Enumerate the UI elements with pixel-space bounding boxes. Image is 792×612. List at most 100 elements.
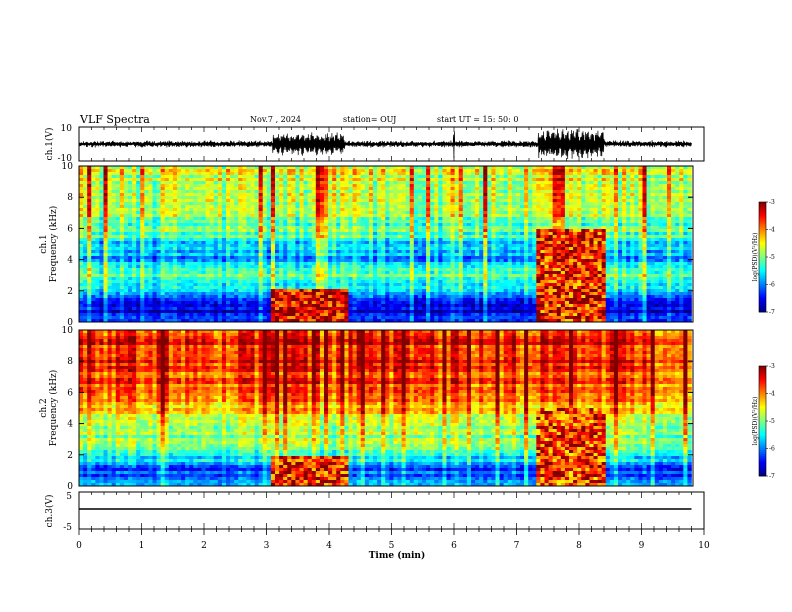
spectrogram-cell xyxy=(99,226,104,230)
spectrogram-cell xyxy=(360,253,366,257)
spectrogram-cell xyxy=(168,226,174,230)
spectrogram-cell xyxy=(234,289,239,293)
spectrogram-cell xyxy=(221,178,227,182)
spectrogram-cell xyxy=(160,241,166,245)
spectrogram-cell xyxy=(438,220,443,224)
spectrogram-cell xyxy=(132,307,137,311)
spectrogram-cell xyxy=(164,283,170,287)
spectrogram-cell xyxy=(83,271,88,275)
spectrogram-cell xyxy=(446,193,451,197)
spectrogram-cell xyxy=(442,214,447,218)
spectrogram-cell xyxy=(148,187,153,191)
spectrogram-cell xyxy=(132,259,137,263)
spectrogram-cell xyxy=(152,214,157,218)
spectrogram-cell xyxy=(152,196,157,200)
spectrogram-cell xyxy=(177,256,182,260)
spectrogram-cell xyxy=(311,274,317,278)
spectrogram-cell xyxy=(144,289,149,293)
spectrogram-cell xyxy=(209,217,215,221)
spectrogram-cell xyxy=(213,187,219,191)
spectrogram-cell xyxy=(177,217,182,221)
spectrogram-cell xyxy=(454,214,460,218)
spectrogram-cell xyxy=(307,202,313,206)
spectrogram-cell xyxy=(446,313,451,317)
spectrogram-cell xyxy=(250,289,255,293)
spectrogram-cell xyxy=(373,226,378,230)
spectrogram-cell xyxy=(132,250,137,254)
spectrogram-cell xyxy=(283,199,288,203)
spectrogram-cell xyxy=(385,244,390,248)
spectrogram-cell xyxy=(230,232,235,236)
spectrogram-cell xyxy=(172,220,178,224)
spectrogram-cell xyxy=(430,181,435,185)
spectrogram-cell xyxy=(185,310,190,314)
spectrogram-cell xyxy=(262,208,268,212)
spectrogram-cell xyxy=(360,316,366,320)
spectrogram-cell xyxy=(107,205,112,209)
spectrogram-cell xyxy=(242,238,247,242)
spectrogram-cell xyxy=(226,247,231,251)
spectrogram-cell xyxy=(401,172,406,176)
spectrogram-cell xyxy=(111,268,117,272)
spectrogram-cell xyxy=(417,262,423,266)
spectrogram-cell xyxy=(430,196,435,200)
spectrogram-cell xyxy=(336,196,341,200)
spectrogram-cell xyxy=(458,304,464,308)
spectrogram-cell xyxy=(115,271,121,275)
spectrogram-cell xyxy=(434,259,439,263)
spectrogram-cell xyxy=(193,217,198,221)
spectrogram-cell xyxy=(319,202,325,206)
spectrogram-cell xyxy=(393,262,398,266)
spectrogram-cell xyxy=(324,181,329,185)
spectrogram-cell xyxy=(148,175,153,179)
spectrogram-cell xyxy=(152,208,157,212)
spectrogram-cell xyxy=(238,268,243,272)
spectrogram-cell xyxy=(291,319,296,323)
spectrogram-cell xyxy=(258,295,264,299)
spectrogram-cell xyxy=(226,169,231,173)
spectrogram-cell xyxy=(295,202,300,206)
spectrogram-cell xyxy=(160,295,166,299)
spectrogram-cell xyxy=(246,289,251,293)
spectrogram-cell xyxy=(242,280,247,284)
spectrogram-cell xyxy=(209,175,215,179)
spectrogram-cell xyxy=(373,223,378,227)
spectrogram-cell xyxy=(409,298,415,302)
spectrogram-cell xyxy=(258,283,264,287)
spectrogram-cell xyxy=(148,169,153,173)
spectrogram-cell xyxy=(201,265,206,269)
spectrogram-cell xyxy=(385,241,390,245)
spectrogram-cell xyxy=(115,292,121,296)
spectrogram-cell xyxy=(430,313,435,317)
spectrogram-cell xyxy=(262,196,268,200)
spectrogram-cell xyxy=(246,229,251,233)
spectrogram-cell xyxy=(307,277,313,281)
spectrogram-cell xyxy=(434,202,439,206)
spectrogram-cell xyxy=(348,208,353,212)
spectrogram-cell xyxy=(454,199,460,203)
spectrogram-cell xyxy=(340,295,345,299)
spectrogram-cell xyxy=(389,313,394,317)
spectrogram-cell xyxy=(397,307,402,311)
spectrogram-cell xyxy=(373,313,378,317)
spectrogram-cell xyxy=(413,304,419,308)
spectrogram-cell xyxy=(393,313,398,317)
spectrogram-cell xyxy=(377,217,382,221)
spectrogram-cell xyxy=(446,286,451,290)
spectrogram-cell xyxy=(254,286,259,290)
spectrogram-cell xyxy=(160,319,166,323)
spectrogram-cell xyxy=(95,202,100,206)
spectrogram-cell xyxy=(140,256,145,260)
spectrogram-cell xyxy=(438,274,443,278)
spectrogram-cell xyxy=(295,259,300,263)
spectrogram-cell xyxy=(156,184,161,188)
spectrogram-cell xyxy=(242,259,247,263)
spectrogram-cell xyxy=(128,298,133,302)
spectrogram-cell xyxy=(401,202,406,206)
spectrogram-cell xyxy=(258,196,264,200)
spectrogram-cell xyxy=(397,205,402,209)
spectrogram-cell xyxy=(213,292,219,296)
spectrogram-cell xyxy=(299,211,304,215)
spectrogram-cell xyxy=(324,259,329,263)
spectrogram-cell xyxy=(295,190,300,194)
